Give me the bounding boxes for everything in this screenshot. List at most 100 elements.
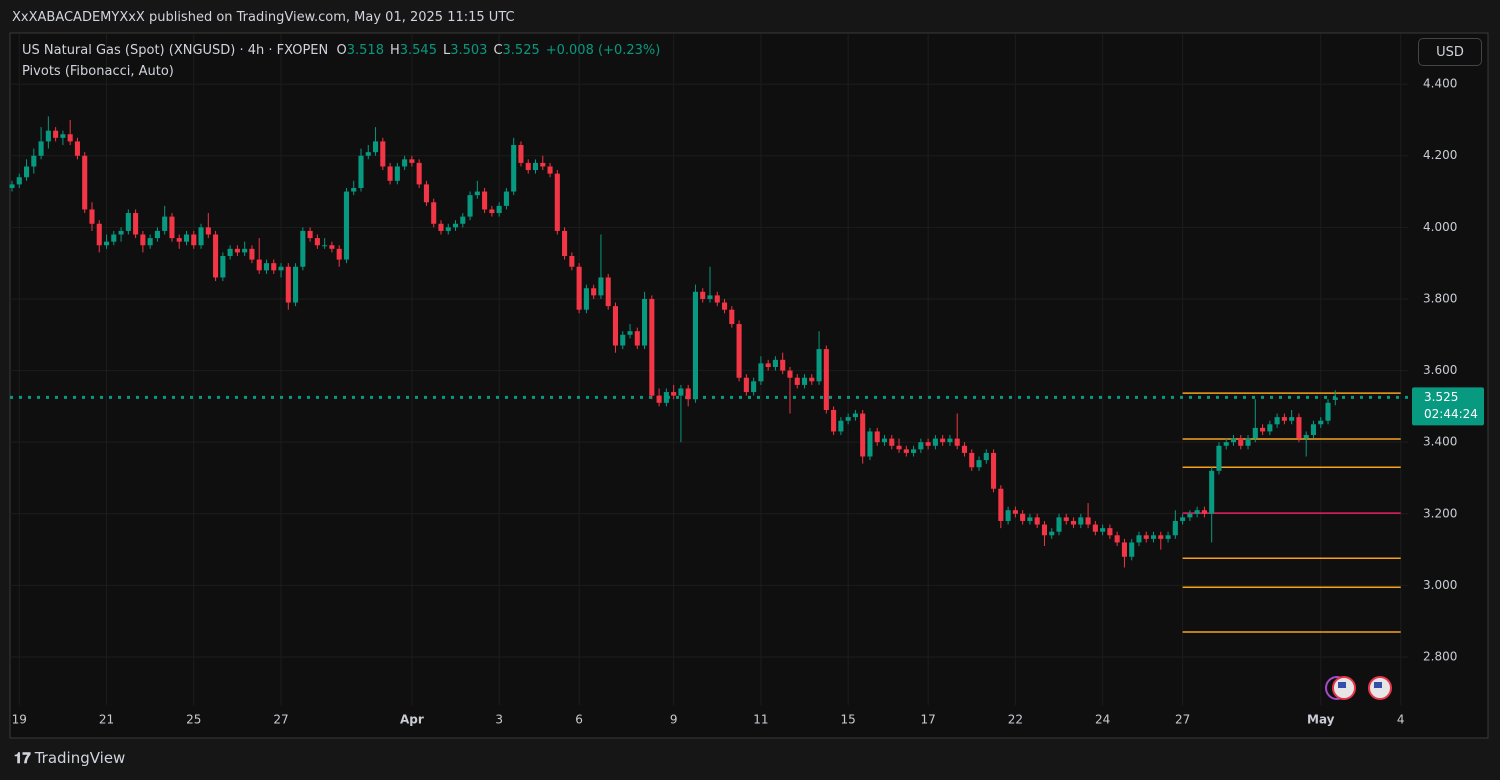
candle-body	[1136, 535, 1142, 543]
x-tick-label: 4	[1397, 713, 1405, 727]
candle-body	[293, 266, 299, 303]
candle-body	[1260, 427, 1266, 432]
event-icons	[1325, 676, 1392, 700]
legend: US Natural Gas (Spot) (XNGUSD) · 4h · FX…	[22, 43, 666, 58]
candle-body	[1070, 520, 1077, 525]
candle-body	[220, 255, 226, 278]
candle-body	[874, 431, 880, 443]
candle-body	[489, 209, 495, 214]
candle-body	[45, 130, 51, 142]
candle-body	[903, 449, 909, 453]
candle-body	[634, 331, 640, 346]
candle-body	[794, 377, 800, 385]
candle-body	[300, 230, 306, 267]
candle-body	[1150, 535, 1157, 539]
candle-body	[1158, 535, 1164, 539]
candle-body	[314, 238, 320, 246]
candle-body	[881, 438, 888, 443]
candle-body	[954, 438, 960, 446]
candle-body	[1005, 510, 1011, 521]
candle-body	[576, 266, 582, 310]
candle-body	[96, 223, 102, 246]
y-tick-label: 3.400	[1423, 435, 1457, 449]
ohlc-value: 3.545	[399, 43, 437, 58]
candle-body	[540, 162, 546, 167]
ohlc-value: 3.503	[450, 43, 488, 58]
candle-body	[583, 288, 589, 310]
ohlc-label: O	[336, 43, 347, 58]
candle-body	[365, 152, 371, 156]
indicator: Pivots (Fibonacci, Auto)	[22, 64, 174, 79]
candle-body	[249, 248, 255, 260]
candle-body	[140, 234, 146, 246]
candle-body	[714, 295, 720, 303]
candle-body	[1310, 424, 1317, 436]
pivots	[10, 392, 1408, 633]
candle-body	[271, 263, 277, 271]
y-tick-label: 4.000	[1423, 220, 1457, 234]
candle-body	[896, 445, 902, 450]
candle-body	[329, 245, 335, 249]
candle-body	[1318, 420, 1324, 425]
candle-body	[278, 266, 284, 271]
candle-body	[125, 213, 131, 231]
candle-body	[1049, 531, 1055, 536]
candle-body	[562, 230, 568, 256]
logo-mark: 𝟏𝟕	[14, 749, 31, 767]
candle-body	[518, 144, 524, 163]
candle-body	[1078, 517, 1084, 525]
x-tick-label: 21	[99, 713, 114, 727]
candle-body	[932, 438, 938, 446]
candle-body	[1216, 445, 1222, 471]
x-tick-label: Apr	[400, 713, 424, 727]
candle-body	[1092, 524, 1098, 532]
candle-body	[445, 227, 451, 231]
candle-body	[285, 266, 291, 303]
candle-body	[176, 238, 182, 242]
y-tick-label: 4.200	[1423, 148, 1457, 162]
candles	[9, 116, 1338, 568]
candle-body	[1209, 470, 1215, 514]
x-tick-label: 24	[1095, 713, 1110, 727]
candle-body	[358, 155, 364, 188]
currency-button[interactable]: USD	[1418, 38, 1482, 66]
symbol: US Natural Gas (Spot) (XNGUSD) · 4h · FX…	[22, 43, 329, 58]
candle-body	[801, 377, 808, 385]
candle-body	[852, 413, 858, 418]
ohlc-value: 3.525	[502, 43, 540, 58]
candle-body	[198, 227, 204, 246]
candle-body	[918, 442, 924, 450]
axes: 4.400 4.200 4.000 3.800 3.600 3.400 3.200 3.000…	[12, 77, 1484, 727]
candle-body	[656, 395, 662, 403]
candle-body	[867, 431, 873, 457]
candle-body	[845, 417, 851, 421]
candle-body	[394, 166, 400, 181]
candle-body	[889, 438, 895, 446]
candle-body	[605, 277, 611, 307]
candle-body	[692, 291, 699, 400]
x-tick-label: 19	[12, 713, 27, 727]
candle-body	[1143, 535, 1149, 539]
x-tick-label: 9	[670, 713, 678, 727]
candle-body	[1281, 417, 1287, 421]
logo[interactable]: 𝟏𝟕 TradingView	[14, 749, 125, 767]
candle-body	[1041, 524, 1048, 536]
candle-body	[1332, 397, 1338, 400]
candle-body	[671, 392, 677, 396]
candle-body	[1245, 438, 1251, 446]
candle-body	[111, 234, 117, 242]
candle-body	[169, 216, 175, 239]
x-tick-label: May	[1307, 713, 1335, 727]
candle-body	[940, 438, 946, 443]
candle-body	[103, 241, 110, 246]
candle-body	[460, 216, 466, 224]
candle-body	[1107, 528, 1113, 536]
candle-body	[1165, 535, 1171, 539]
candle-body	[1172, 520, 1178, 536]
published-line: XxXABACADEMYXxX published on TradingView…	[12, 10, 515, 25]
ohlc-label: C	[493, 43, 503, 58]
y-tick-label: 2.800	[1423, 650, 1457, 664]
candle-body	[1085, 517, 1091, 525]
candle-body	[663, 392, 669, 403]
